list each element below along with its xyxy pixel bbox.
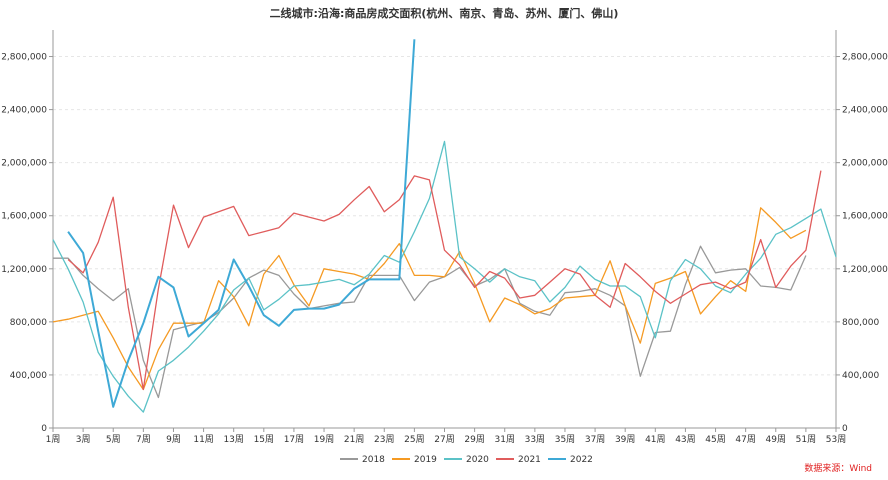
x-tick-label: 45周 — [705, 434, 725, 445]
x-tick-label: 25周 — [404, 434, 424, 445]
x-tick-label: 43周 — [675, 434, 695, 445]
legend-label-2021: 2021 — [518, 455, 541, 465]
x-tick-label: 1周 — [46, 434, 61, 445]
x-tick-label: 41周 — [645, 434, 665, 445]
chart-title: 二线城市:沿海:商品房成交面积(杭州、南京、青岛、苏州、厦门、佛山) — [270, 6, 619, 20]
y-tick-label-right: 2,800,000 — [842, 53, 888, 63]
y-tick-label-left: 800,000 — [10, 318, 47, 328]
x-tick-label: 53周 — [826, 434, 846, 445]
x-tick-label: 7周 — [136, 434, 151, 445]
x-tick-label: 13周 — [223, 434, 243, 445]
axis-ticks: 0 0 400,000 400,000 800,000 800,000 1,200,000 1… — [1, 53, 888, 445]
x-tick-label: 17周 — [284, 434, 304, 445]
legend-label-2022: 2022 — [570, 455, 593, 465]
x-tick-label: 5周 — [106, 434, 121, 445]
y-tick-label-left: 2,000,000 — [1, 159, 47, 169]
grid-lines — [53, 56, 836, 376]
y-tick-label-left: 1,200,000 — [1, 265, 47, 275]
y-tick-label-right: 0 — [842, 424, 848, 434]
y-tick-label-left: 2,800,000 — [1, 53, 47, 63]
series-line-2020 — [52, 140, 837, 413]
x-tick-label: 27周 — [434, 434, 454, 445]
series-line-2018 — [53, 245, 807, 399]
x-tick-label: 47周 — [735, 434, 755, 445]
y-tick-label-right: 1,600,000 — [842, 212, 888, 222]
x-tick-label: 3周 — [76, 434, 91, 445]
series-lines — [52, 39, 837, 413]
legend-label-2018: 2018 — [362, 455, 385, 465]
x-tick-label: 33周 — [525, 434, 545, 445]
y-tick-label-left: 0 — [41, 424, 47, 434]
x-tick-label: 15周 — [254, 434, 274, 445]
x-tick-label: 39周 — [615, 434, 635, 445]
x-tick-label: 21周 — [344, 434, 364, 445]
y-tick-label-right: 800,000 — [842, 318, 879, 328]
x-tick-label: 35周 — [555, 434, 575, 445]
legend-label-2019: 2019 — [414, 455, 437, 465]
y-tick-label-left: 400,000 — [10, 371, 47, 381]
data-source-note: 数据来源：Wind — [804, 462, 872, 474]
series-line-2021 — [67, 170, 822, 391]
x-tick-label: 31周 — [495, 434, 515, 445]
x-tick-label: 37周 — [585, 434, 605, 445]
legend-label-2020: 2020 — [466, 455, 489, 465]
x-tick-label: 49周 — [766, 434, 786, 445]
x-tick-label: 11周 — [193, 434, 213, 445]
legend: 2018 2019 2020 2021 2022 — [340, 455, 593, 465]
x-tick-label: 9周 — [166, 434, 181, 445]
x-tick-label: 19周 — [314, 434, 334, 445]
y-tick-label-right: 1,200,000 — [842, 265, 888, 275]
y-tick-label-left: 1,600,000 — [1, 212, 47, 222]
y-tick-label-right: 400,000 — [842, 371, 879, 381]
series-line-2019 — [52, 207, 807, 391]
x-tick-label: 51周 — [796, 434, 816, 445]
x-tick-label: 23周 — [374, 434, 394, 445]
x-tick-label: 29周 — [464, 434, 484, 445]
y-tick-label-right: 2,400,000 — [842, 106, 888, 116]
y-tick-label-left: 2,400,000 — [1, 106, 47, 116]
series-line-2022 — [67, 39, 416, 408]
y-tick-label-right: 2,000,000 — [842, 159, 888, 169]
